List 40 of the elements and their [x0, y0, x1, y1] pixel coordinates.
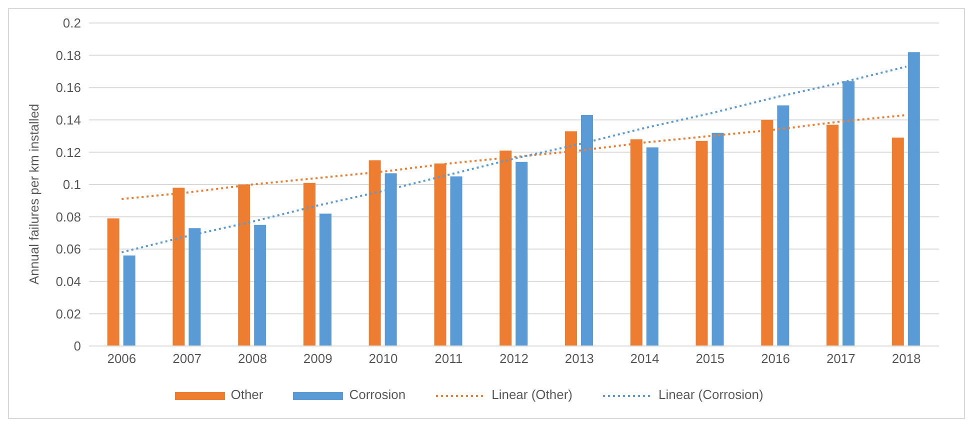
y-tick-label: 0.2: [62, 16, 81, 31]
y-tick-label: 0: [74, 338, 81, 354]
x-tick-label: 2016: [761, 351, 790, 366]
y-tick-label: 0.04: [56, 274, 81, 290]
x-tick-label: 2018: [892, 351, 921, 366]
x-tick-label: 2007: [172, 351, 202, 366]
y-tick-label: 0.06: [56, 242, 81, 257]
x-tick-label: 2017: [826, 351, 856, 366]
x-tick-label: 2014: [630, 351, 660, 366]
x-tick-label: 2010: [368, 351, 398, 366]
bar: [319, 214, 332, 346]
bar: [123, 256, 136, 346]
bar: [696, 140, 708, 346]
bar: [516, 162, 528, 346]
bar: [646, 147, 658, 346]
bar: [303, 182, 316, 346]
bar: [107, 218, 120, 346]
x-tick-label: 2009: [303, 351, 332, 366]
bar: [254, 224, 266, 346]
x-tick-label: 2013: [564, 351, 594, 366]
x-tick-label: 2012: [500, 351, 528, 366]
y-tick-label: 0.16: [56, 80, 81, 96]
y-tick-label: 0.12: [56, 144, 81, 160]
legend-label: Linear (Corrosion): [658, 387, 764, 402]
y-tick-label: 0.02: [56, 306, 81, 322]
bar: [777, 105, 790, 346]
y-axis-title: Annual failures per km installed: [26, 104, 42, 284]
bar: [712, 132, 724, 346]
y-tick-label: 0.14: [56, 112, 81, 128]
legend-label: Linear (Other): [490, 387, 573, 402]
legend-label: Corrosion: [348, 387, 406, 402]
legend-label: Other: [230, 387, 264, 402]
y-tick-label: 0.1: [62, 177, 81, 192]
x-tick-label: 2008: [238, 351, 267, 366]
x-tick-label: 2011: [434, 351, 463, 366]
y-tick-label: 0.08: [56, 209, 81, 224]
bar: [892, 138, 904, 346]
x-tick-label: 2015: [696, 351, 725, 366]
x-tick-label: 2006: [107, 351, 136, 366]
y-tick-label: 0.18: [56, 48, 81, 63]
